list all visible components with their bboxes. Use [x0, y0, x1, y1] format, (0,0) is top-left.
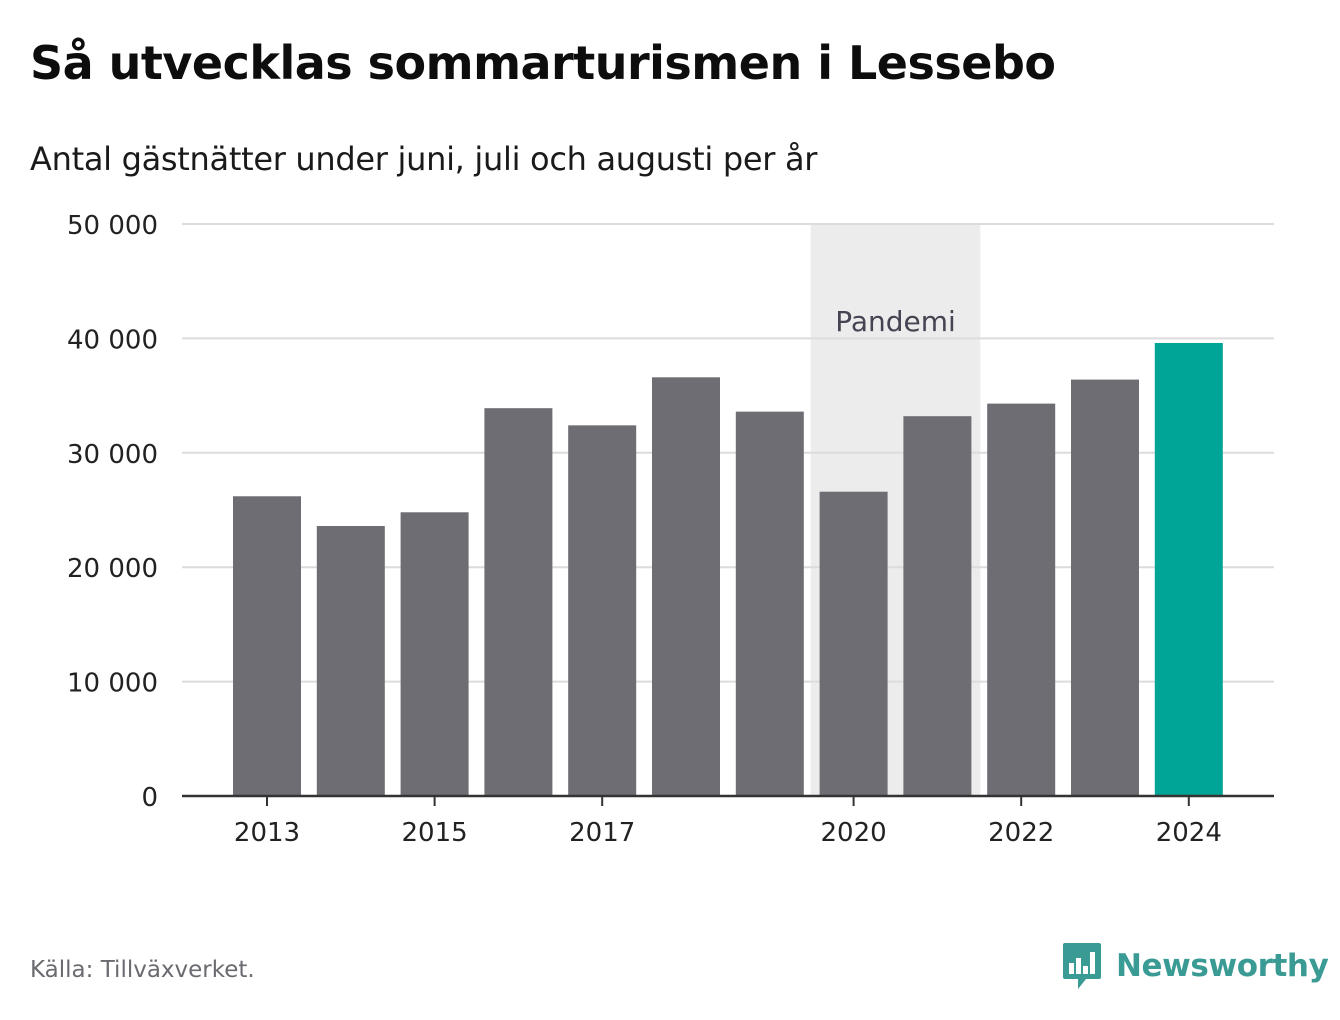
y-tick-label: 30 000: [67, 440, 158, 470]
x-tick-label: 2013: [234, 818, 300, 848]
newsworthy-logo-icon: [1063, 943, 1101, 989]
brand-name: Newsworthy: [1116, 948, 1329, 984]
bar-2021: [903, 416, 972, 796]
bar-2017: [568, 425, 637, 796]
y-tick-label: 40 000: [67, 325, 158, 355]
y-tick-label: 10 000: [67, 669, 158, 699]
bar-2015: [400, 512, 469, 796]
x-tick-label: 2017: [569, 818, 635, 848]
bar-2023: [1071, 379, 1139, 796]
bar-2016: [484, 408, 553, 796]
bar-2022: [987, 403, 1056, 796]
bar-2014: [316, 526, 385, 796]
bar-chart: Pandemi 0 10 000 20 000 30 000 40 000 50 000 20…: [67, 211, 1274, 848]
chart-title: Så utvecklas sommarturismen i Lessebo: [30, 36, 1056, 90]
brand: Newsworthy: [1062, 940, 1329, 992]
pandemic-label: Pandemi: [835, 305, 956, 338]
source-note: Källa: Tillväxverket.: [30, 957, 255, 983]
x-tick-label: 2024: [1156, 818, 1222, 848]
chart-subtitle: Antal gästnätter under juni, juli och au…: [30, 140, 818, 178]
x-tick-label: 2022: [988, 818, 1054, 848]
bar-2024: [1154, 342, 1223, 796]
x-tick-label: 2015: [402, 818, 468, 848]
bar-2013: [233, 496, 301, 796]
bar-2019: [735, 411, 804, 796]
x-tick-label: 2020: [821, 818, 887, 848]
bar-2018: [652, 377, 720, 796]
y-tick-label: 0: [141, 783, 158, 813]
y-tick-label: 20 000: [67, 554, 158, 584]
y-tick-label: 50 000: [67, 211, 158, 241]
bar-2020: [819, 491, 888, 796]
